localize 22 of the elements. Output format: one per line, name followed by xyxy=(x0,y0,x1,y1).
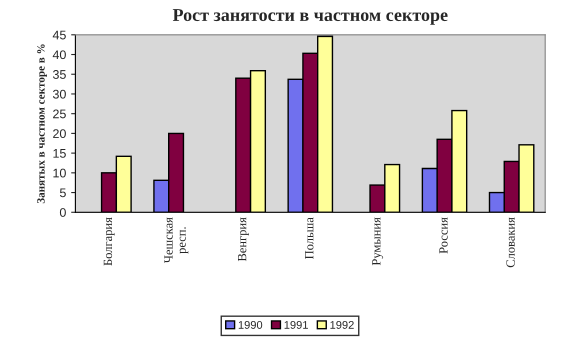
legend-label: 1992 xyxy=(330,320,354,329)
y-tick-label: 40 xyxy=(52,50,66,60)
y-tick-label: 0 xyxy=(60,208,66,217)
y-tick-label: 25 xyxy=(53,109,66,118)
x-tick-label: Венгрия xyxy=(238,217,249,262)
y-tick-label: 15 xyxy=(53,149,66,158)
y-tick-label: 45 xyxy=(52,30,66,40)
x-tick-label: Словакия xyxy=(506,217,515,268)
chart-title: Рост занятости в частном секторе xyxy=(172,9,448,25)
y-tick-label: 30 xyxy=(52,90,66,99)
x-tick-label: Чешская респ. xyxy=(164,217,188,264)
x-tick-label: Россия xyxy=(439,217,448,254)
legend-label: 1990 xyxy=(238,320,262,329)
y-tick-label: 10 xyxy=(53,168,66,178)
y-tick-label: 20 xyxy=(53,129,66,138)
y-axis-title: Занятых в частном секторе в % xyxy=(37,44,47,204)
x-tick-label: Польша xyxy=(305,217,314,259)
y-tick-label: 5 xyxy=(60,188,66,198)
x-tick-label: Болгария xyxy=(104,217,115,266)
x-tick-label: Румыния xyxy=(372,217,384,266)
legend-label: 1991 xyxy=(284,320,308,329)
y-tick-label: 35 xyxy=(52,70,66,79)
